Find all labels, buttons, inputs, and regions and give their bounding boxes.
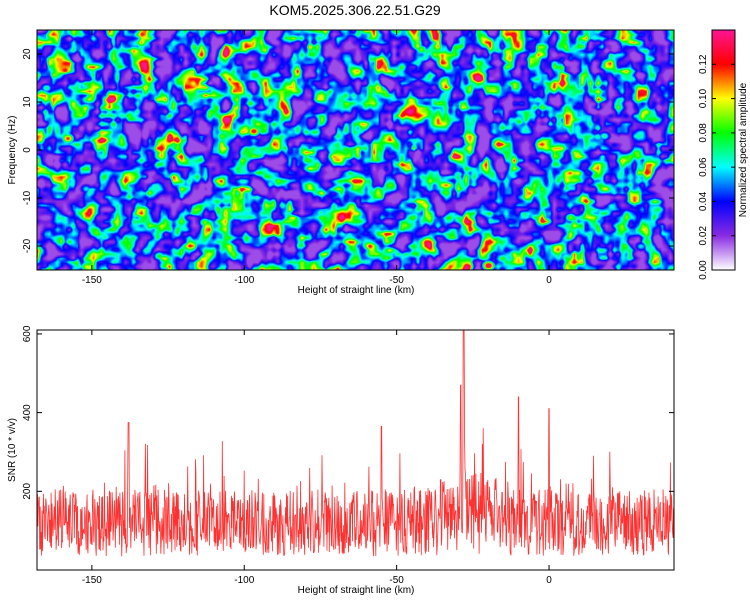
x-tick-label: -100 <box>234 575 254 586</box>
x-tick-label: -50 <box>389 275 404 286</box>
x-tick-label: -100 <box>234 275 254 286</box>
colorbar-tick-label: 0.08 <box>698 123 709 143</box>
heatmap-y-ticks: -20 -10 0 10 20 <box>22 48 674 253</box>
x-tick-label: -150 <box>82 575 102 586</box>
heatmap-x-label: Height of straight line (km) <box>298 285 415 296</box>
x-tick-label: -150 <box>82 275 102 286</box>
y-tick-label: 600 <box>22 325 33 342</box>
snr-y-label: SNR (10 * v/v) <box>7 418 18 482</box>
chart-title: KOM5.2025.306.22.51.G29 <box>269 2 440 18</box>
colorbar-tick-label: 0.06 <box>698 157 709 177</box>
y-tick-label: 10 <box>22 96 33 108</box>
snr-x-label: Height of straight line (km) <box>298 585 415 596</box>
x-tick-label: -50 <box>389 575 404 586</box>
y-tick-label: 0 <box>22 147 33 153</box>
y-tick-label: 400 <box>22 404 33 421</box>
colorbar-label: Normalized spectral amplitude <box>738 82 749 217</box>
snr-panel: -150 -100 -50 0 200 400 600 Height of straigh… <box>7 325 675 596</box>
y-tick-label: 200 <box>22 483 33 500</box>
spectrogram-heatmap <box>37 30 674 270</box>
snr-y-ticks: 200 400 600 <box>22 325 674 500</box>
colorbar-tick-label: 0.12 <box>698 54 709 74</box>
heatmap-y-label: Frequency (Hz) <box>7 116 18 185</box>
snr-frame <box>36 329 675 571</box>
colorbar-gradient <box>711 29 736 271</box>
snr-x-ticks: -150 -100 -50 0 <box>82 330 552 586</box>
heatmap-image-holder <box>37 30 674 270</box>
y-tick-label: -20 <box>22 238 33 253</box>
heatmap-x-ticks: -150 -100 -50 0 <box>82 30 552 286</box>
y-tick-label: -10 <box>22 190 33 205</box>
y-tick-label: 20 <box>22 48 33 60</box>
colorbar-tick-label: 0.04 <box>698 191 709 211</box>
colorbar-tick-label: 0.10 <box>698 88 709 108</box>
x-tick-label: 0 <box>546 275 552 286</box>
snr-series-line <box>36 329 675 557</box>
colorbar: 0.00 0.02 0.04 0.06 0.08 0.10 0.12 Normalized … <box>698 29 749 280</box>
x-tick-label: 0 <box>546 575 552 586</box>
colorbar-tick-label: 0.02 <box>698 226 709 246</box>
colorbar-ticks: 0.00 0.02 0.04 0.06 0.08 0.10 0.12 <box>698 54 735 280</box>
colorbar-tick-label: 0.00 <box>698 260 709 280</box>
